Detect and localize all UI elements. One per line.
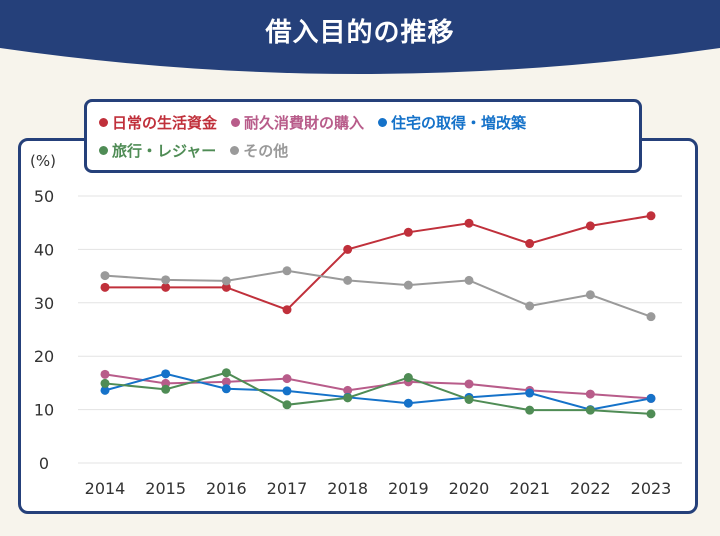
data-point — [161, 282, 171, 292]
data-point — [646, 211, 656, 221]
x-tick-label: 2019 — [388, 479, 429, 498]
data-point — [646, 312, 656, 322]
legend-item: 住宅の取得・増改築 — [378, 108, 526, 136]
data-point — [343, 275, 353, 285]
x-tick-label: 2017 — [267, 479, 308, 498]
series-lines — [100, 211, 656, 419]
data-point — [100, 385, 110, 395]
legend-item: 旅行・レジャー — [99, 136, 216, 164]
data-point — [525, 239, 535, 249]
data-point — [221, 377, 231, 387]
data-point — [100, 271, 110, 281]
data-point — [221, 368, 231, 378]
grid-lines — [78, 195, 682, 464]
data-point — [221, 384, 231, 394]
data-point — [282, 374, 292, 384]
data-point — [100, 378, 110, 388]
series-line — [104, 269, 652, 318]
data-point — [100, 282, 110, 292]
data-point — [646, 409, 656, 419]
data-point — [525, 405, 535, 415]
x-tick-label: 2018 — [327, 479, 368, 498]
y-tick-label: 30 — [34, 294, 54, 313]
legend-item: その他 — [230, 136, 288, 164]
data-point — [221, 276, 231, 286]
x-axis: 2014 2015 2016 2017 2018 2019 2020 2021 2022 2023 — [85, 479, 672, 498]
page-title: 借入目的の推移 — [265, 18, 455, 48]
legend-label: 旅行・レジャー — [112, 141, 217, 160]
data-point — [161, 275, 171, 285]
data-point — [282, 386, 292, 396]
data-point — [343, 393, 353, 403]
data-point — [282, 305, 292, 315]
data-point — [403, 227, 413, 237]
legend-marker-icon — [230, 145, 240, 155]
y-tick-label: 10 — [34, 401, 54, 420]
data-point — [464, 379, 474, 389]
data-point — [161, 384, 171, 394]
legend-marker-icon — [231, 117, 241, 127]
legend-label: 耐久消費財の購入 — [244, 113, 365, 132]
data-point — [403, 373, 413, 383]
chart-frame — [18, 138, 698, 514]
data-point — [161, 369, 171, 379]
legend-marker-icon — [378, 117, 388, 127]
data-point — [585, 290, 595, 300]
y-tick-label: 20 — [34, 347, 54, 366]
legend-marker-icon — [99, 117, 108, 127]
data-point — [403, 280, 413, 290]
data-point — [585, 221, 595, 231]
legend-marker-icon — [99, 145, 108, 155]
legend-label: 住宅の取得・増改築 — [391, 113, 527, 132]
x-tick-label: 2021 — [509, 479, 550, 498]
y-tick-label: 40 — [34, 240, 54, 259]
y-tick-label: 50 — [34, 187, 54, 206]
data-point — [221, 282, 231, 292]
series-line — [104, 371, 652, 415]
legend-item: 日常の生活資金 — [99, 108, 217, 136]
series-line — [104, 372, 652, 411]
series-line — [105, 214, 652, 311]
series-line — [104, 373, 652, 400]
y-tick-label: 0 — [39, 454, 49, 473]
data-point — [525, 388, 535, 398]
data-point — [282, 400, 292, 410]
legend-label: 日常の生活資金 — [112, 113, 218, 132]
x-tick-label: 2015 — [145, 479, 186, 498]
y-axis: 0 10 20 30 40 50 — [34, 187, 54, 473]
y-axis-label: (%) — [30, 152, 56, 170]
data-point — [525, 301, 535, 311]
data-point — [464, 394, 474, 404]
data-point — [100, 369, 110, 379]
legend-label: その他 — [243, 141, 289, 160]
data-point — [343, 244, 353, 254]
legend-item: 耐久消費財の購入 — [231, 108, 364, 136]
data-point — [585, 389, 595, 399]
data-point — [585, 405, 595, 415]
data-point — [282, 266, 292, 276]
title-banner — [0, 0, 720, 74]
x-tick-label: 2022 — [570, 479, 611, 498]
data-point — [464, 275, 474, 285]
x-tick-label: 2016 — [206, 479, 247, 498]
x-tick-label: 2020 — [449, 479, 490, 498]
x-tick-label: 2023 — [631, 479, 672, 498]
data-point — [646, 393, 656, 403]
legend: 日常の生活資金 耐久消費財の購入 住宅の取得・増改築旅行・レジャー その他 — [84, 99, 642, 173]
data-point — [403, 398, 413, 408]
x-tick-label: 2014 — [85, 479, 126, 498]
data-point — [464, 218, 474, 228]
data-point — [343, 385, 353, 395]
